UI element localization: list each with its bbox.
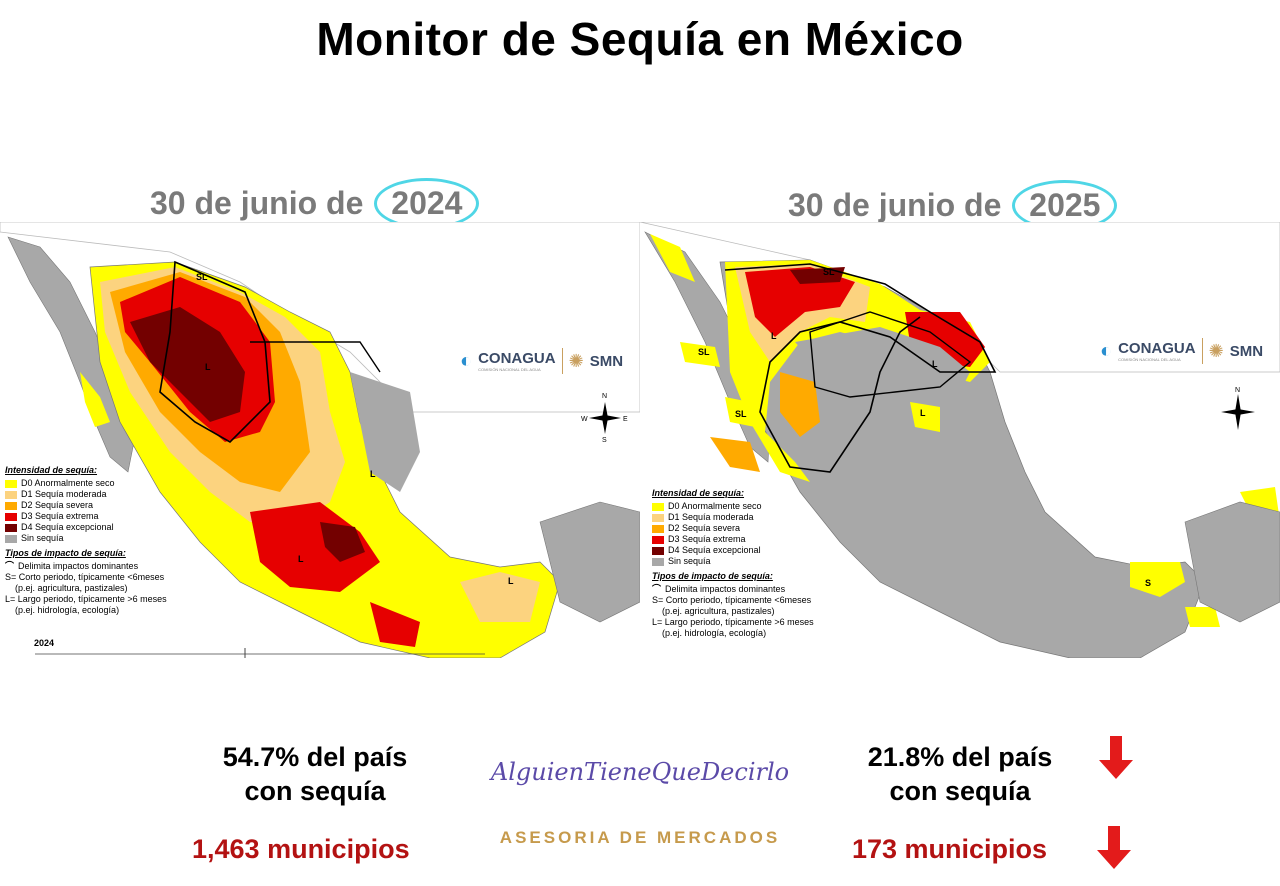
- right-legend-impact-line: ⌒ Delimita impactos dominantes: [652, 584, 786, 594]
- left-drought-map: SL L L L L N S E W: [0, 222, 640, 658]
- conagua-icon: ◐: [460, 349, 473, 372]
- right-legend-d1: D1 Sequía moderada: [652, 512, 814, 523]
- left-date-prefix: 30 de junio de: [150, 185, 364, 221]
- smn-icon: ✺: [568, 350, 584, 371]
- left-legend-d0: D0 Anormalmente seco: [5, 478, 167, 489]
- brand-subtitle: ASESORIA DE MERCADOS: [499, 828, 781, 847]
- right-legend-d3: D3 Sequía extrema: [652, 534, 814, 545]
- right-legend-impact-title: Tipos de impacto de sequía:: [652, 571, 773, 581]
- right-impact-label-4: SL: [735, 409, 747, 419]
- left-conagua-logo: CONAGUA: [478, 350, 556, 367]
- right-legend-d0: D0 Anormalmente seco: [652, 501, 814, 512]
- left-legend: Intensidad de sequía: D0 Anormalmente se…: [5, 465, 167, 616]
- left-legend-title: Intensidad de sequía:: [5, 465, 98, 475]
- right-compass-icon: [1221, 394, 1255, 430]
- right-smn-logo: SMN: [1229, 342, 1264, 360]
- right-impact-label-6: L: [920, 408, 926, 418]
- right-legend-short-example: (p.ej. agricultura, pastizales): [662, 606, 775, 616]
- right-impact-label-2: L: [771, 331, 777, 341]
- right-impact-label-3: SL: [698, 347, 710, 357]
- right-legend-long: L= Largo periodo, típicamente >6 meses: [652, 617, 814, 627]
- left-compass-e: E: [623, 416, 628, 423]
- right-date-prefix: 30 de junio de: [788, 187, 1002, 223]
- smn-icon-right: ✺: [1208, 340, 1224, 361]
- right-impact-label-7: S: [1145, 578, 1151, 588]
- right-impact-label-5: L: [932, 359, 938, 369]
- down-arrow-icon-municipios: [1097, 826, 1131, 869]
- right-conagua-logo: CONAGUA: [1118, 340, 1196, 357]
- left-legend-long: L= Largo periodo, típicamente >6 meses: [5, 594, 167, 604]
- left-compass-s: S: [602, 437, 607, 444]
- left-impact-label-5: L: [508, 576, 514, 586]
- left-compass-n: N: [602, 393, 607, 400]
- right-legend-none: Sin sequía: [652, 556, 814, 567]
- right-conagua-sub: COMISIÓN NACIONAL DEL AGUA: [1118, 357, 1181, 362]
- left-date: 30 de junio de 2024: [150, 178, 480, 229]
- left-legend-d1: D1 Sequía moderada: [5, 489, 167, 500]
- left-compass-icon: [589, 402, 621, 434]
- left-legend-short-example: (p.ej. agricultura, pastizales): [15, 583, 128, 593]
- right-drought-map: SL L SL SL L L S N: [640, 222, 1280, 658]
- left-impact-label-3: L: [298, 554, 304, 564]
- left-stat: 54.7% del país con sequía: [222, 742, 408, 806]
- left-legend-long-example: (p.ej. hidrología, ecología): [15, 605, 120, 615]
- conagua-icon-right: ◐: [1100, 339, 1113, 362]
- right-map-svg: SL L SL SL L L S N: [640, 222, 1280, 658]
- right-impact-label-1: SL: [823, 267, 835, 277]
- left-map-year: 2024: [34, 638, 55, 648]
- left-impact-label-1: SL: [196, 272, 208, 282]
- right-municipios: 173 municipios: [852, 834, 1048, 864]
- left-compass-w: W: [581, 416, 588, 423]
- right-legend-title: Intensidad de sequía:: [652, 488, 745, 498]
- left-legend-impact-title: Tipos de impacto de sequía:: [5, 548, 126, 558]
- right-legend-d2: D2 Sequía severa: [652, 523, 814, 534]
- right-legend-d4: D4 Sequía excepcional: [652, 545, 814, 556]
- right-legend-short: S= Corto periodo, típicamente <6meses: [652, 595, 812, 605]
- right-legend-long-example: (p.ej. hidrología, ecología): [662, 628, 767, 638]
- left-legend-none: Sin sequía: [5, 533, 167, 544]
- left-logos: ◐ CONAGUA COMISIÓN NACIONAL DEL AGUA ✺ S…: [460, 348, 623, 374]
- left-legend-short: S= Corto periodo, típicamente <6meses: [5, 572, 165, 582]
- left-impact-label-4: L: [370, 469, 376, 479]
- left-legend-d3: D3 Sequía extrema: [5, 511, 167, 522]
- left-conagua-sub: COMISIÓN NACIONAL DEL AGUA: [478, 367, 541, 372]
- left-smn-logo: SMN: [589, 352, 624, 370]
- left-impact-label-2: L: [205, 362, 211, 372]
- page-title: Monitor de Sequía en México: [316, 13, 964, 65]
- down-arrow-icon-stat: [1099, 736, 1133, 779]
- right-legend: Intensidad de sequía: D0 Anormalmente se…: [652, 488, 814, 639]
- right-compass-n: N: [1235, 387, 1240, 394]
- right-stat: 21.8% del país con sequía: [867, 742, 1053, 806]
- left-legend-impact-line: ⌒ Delimita impactos dominantes: [5, 561, 139, 571]
- left-map-svg: SL L L L L N S E W: [0, 222, 640, 658]
- left-legend-d2: D2 Sequía severa: [5, 500, 167, 511]
- brand-logo: AlguienTieneQueDecirlo: [490, 758, 790, 786]
- left-municipios: 1,463 municipios: [192, 834, 410, 864]
- left-legend-d4: D4 Sequía excepcional: [5, 522, 167, 533]
- right-logos: ◐ CONAGUA COMISIÓN NACIONAL DEL AGUA ✺ S…: [1100, 338, 1263, 364]
